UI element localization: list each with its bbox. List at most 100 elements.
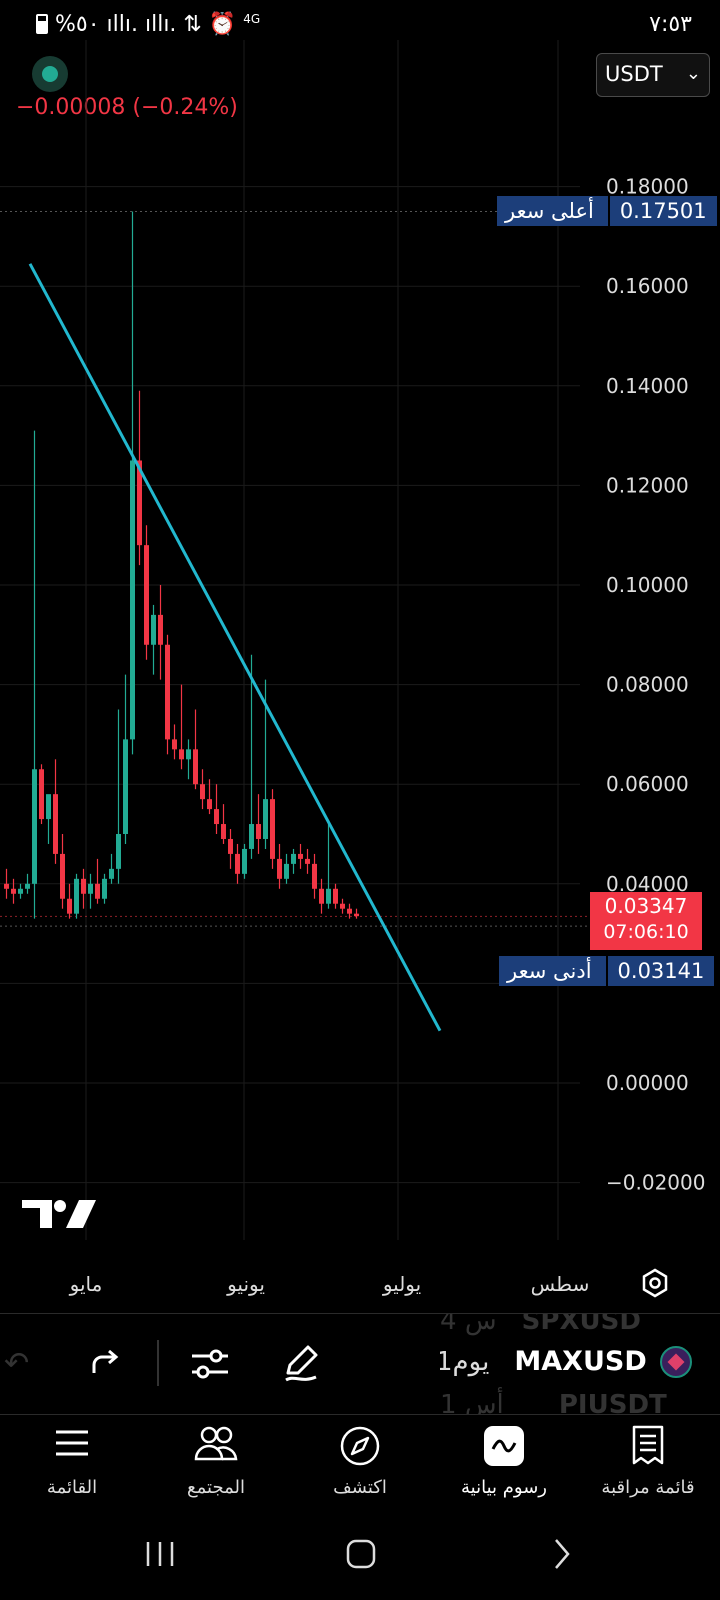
candle — [53, 759, 58, 864]
y-tick-label: 0.04000 — [606, 872, 689, 896]
candle-body — [81, 878, 86, 894]
candle-body — [60, 853, 65, 899]
bottom-navigation: القائمة المجتمع اكتشف رسوم بيانية قا — [0, 1413, 720, 1518]
current-interval[interactable]: 1يوم — [440, 1347, 490, 1377]
low-price-tag: أدنى سعر 0.03141 — [499, 955, 715, 986]
chevron-down-icon: ⌄ — [685, 63, 701, 84]
candle — [200, 769, 205, 810]
candle — [32, 430, 37, 919]
candle-body — [179, 749, 184, 760]
tradingview-logo — [22, 1200, 96, 1228]
candle-body — [263, 799, 268, 839]
nav-community[interactable]: المجتمع — [144, 1413, 288, 1518]
network-indicator: 4G — [243, 12, 261, 26]
candle-body — [32, 769, 37, 884]
candle — [263, 679, 268, 849]
candle-body — [235, 853, 240, 874]
candle-body — [165, 644, 170, 740]
high-price-tag: أعلى سعر 0.17501 — [497, 196, 717, 227]
indicators-icon[interactable] — [190, 1346, 230, 1382]
nav-watchlist[interactable]: قائمة مراقبة — [576, 1413, 720, 1518]
candle-countdown: 07:06:10 — [603, 921, 689, 944]
chart-toolbar: ↶ 4 س SPXUSD 1يوم MAXUSD 1 أس PIUSDT — [0, 1313, 720, 1415]
compass-icon — [340, 1426, 380, 1466]
toolbar-divider — [157, 1340, 159, 1386]
undo-icon[interactable]: ↶ — [4, 1346, 30, 1381]
candle-body — [158, 614, 163, 645]
low-value: 0.03141 — [605, 955, 715, 986]
nav-menu[interactable]: القائمة — [0, 1413, 144, 1518]
nav-label: قائمة مراقبة — [601, 1477, 695, 1498]
prev-interval: 4 س — [440, 1314, 497, 1336]
candle-body — [25, 883, 30, 889]
candle-body — [291, 853, 296, 864]
nav-label: المجتمع — [187, 1477, 245, 1498]
candle-body — [249, 824, 254, 849]
high-label: أعلى سعر — [497, 196, 608, 227]
candle-body — [123, 739, 128, 834]
status-text: %٥٠ ıllı. ıllı. ⇅ ⏰ — [55, 12, 237, 37]
recent-apps-icon[interactable] — [146, 1542, 174, 1566]
candle — [305, 848, 310, 874]
current-symbol[interactable]: MAXUSD — [514, 1346, 647, 1377]
back-icon[interactable] — [555, 1539, 570, 1569]
candle — [81, 868, 86, 909]
candle — [130, 211, 135, 755]
nav-charts[interactable]: رسوم بيانية — [432, 1413, 576, 1518]
candle — [102, 873, 107, 904]
currency-select[interactable]: USDT ⌄ — [596, 53, 710, 97]
candle-body — [242, 848, 247, 874]
candle — [298, 843, 303, 869]
android-navigation-bar — [146, 1539, 570, 1569]
nav-label: اكتشف — [333, 1477, 387, 1498]
candle-body — [18, 888, 23, 894]
candle-body — [228, 838, 233, 854]
candle-body — [214, 809, 219, 825]
y-tick-label: 0.12000 — [606, 473, 689, 497]
candle — [354, 908, 359, 919]
candle — [74, 873, 79, 919]
candle-body — [284, 863, 289, 879]
candle-body — [319, 888, 324, 904]
redo-icon[interactable] — [88, 1347, 122, 1381]
y-tick-label: 0.18000 — [606, 175, 689, 199]
candle — [277, 843, 282, 889]
candle — [46, 794, 51, 844]
candle-body — [109, 868, 114, 879]
symbol-logo-icon — [660, 1346, 692, 1378]
candle — [333, 883, 338, 909]
candle-body — [88, 883, 93, 894]
candle-body — [116, 834, 121, 869]
candle-body — [95, 883, 100, 899]
symbol-switcher[interactable]: 4 س SPXUSD 1يوم MAXUSD 1 أس PIUSDT — [440, 1314, 720, 1414]
settings-icon[interactable] — [640, 1268, 670, 1298]
draw-pencil-icon[interactable] — [282, 1343, 322, 1383]
candle-body — [46, 794, 51, 820]
nav-explore[interactable]: اكتشف — [288, 1413, 432, 1518]
candle — [242, 843, 247, 879]
candle — [256, 794, 261, 854]
candle — [88, 873, 93, 909]
status-bar: %٥٠ ıllı. ıllı. ⇅ ⏰ 4G ٧:٥٣ — [0, 0, 720, 50]
y-tick-label: 0.10000 — [606, 573, 689, 597]
price-chart[interactable]: 0.18000 0.16000 0.14000 0.12000 0.10000 0.080… — [0, 40, 720, 1260]
candle — [326, 824, 331, 909]
candle — [179, 684, 184, 770]
candle-body — [151, 614, 156, 645]
candle — [25, 873, 30, 894]
home-icon[interactable] — [346, 1539, 376, 1569]
price-change: −0.00008 (−0.24%) — [16, 95, 238, 120]
candles — [4, 211, 359, 919]
candle — [312, 853, 317, 899]
candle-body — [326, 888, 331, 904]
candle — [151, 604, 156, 675]
x-tick-label: يونيو — [227, 1272, 265, 1296]
candle — [137, 390, 142, 566]
candle — [67, 883, 72, 919]
trendline — [28, 263, 442, 1032]
candle-body — [67, 898, 72, 914]
last-price-tag: 0.03347 07:06:10 — [590, 892, 702, 951]
y-tick-label: 0.00000 — [606, 1071, 689, 1095]
candle — [340, 898, 345, 914]
candle-body — [130, 460, 135, 740]
